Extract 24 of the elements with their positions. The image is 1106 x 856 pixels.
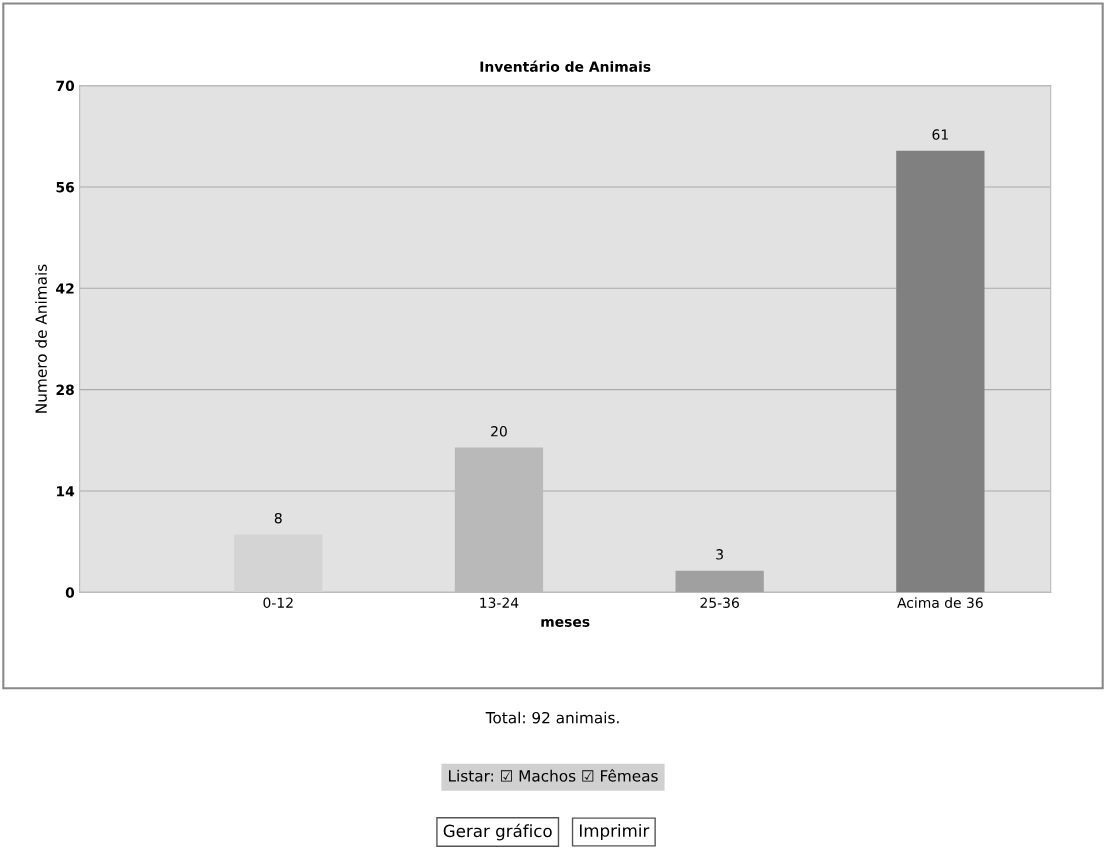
x-tick-label: 13-24 — [480, 597, 519, 608]
bar — [234, 534, 323, 593]
data-label: 8 — [274, 512, 282, 524]
text: Listar: ☑ Machos ☑ Fêmeas — [449, 769, 658, 782]
x-axis-title: meses — [541, 618, 590, 627]
y-tick-label: 42 — [56, 283, 74, 294]
x-tick-label: Acima de 36 — [897, 597, 983, 608]
y-tick-label: 56 — [56, 181, 75, 193]
y-tick-label: 70 — [56, 80, 75, 92]
text: Total: 92 animais. — [485, 711, 619, 724]
y-axis-title: Numero de Animais — [35, 264, 47, 413]
x-tick-label: 25-36 — [700, 597, 739, 608]
chart-title: Inventário de Animais — [480, 60, 651, 72]
data-label: 3 — [716, 549, 723, 560]
y-tick-label: 0 — [65, 587, 75, 598]
y-tick-label: 28 — [56, 384, 74, 396]
bar — [675, 570, 764, 593]
x-tick-label: 0-12 — [263, 597, 293, 608]
data-label: 61 — [932, 129, 948, 140]
text: Gerar gráfico — [443, 823, 552, 841]
text: Imprimir — [580, 823, 650, 841]
y-tick-label: 14 — [57, 486, 75, 497]
bar — [896, 150, 985, 593]
data-label: 20 — [491, 426, 507, 437]
